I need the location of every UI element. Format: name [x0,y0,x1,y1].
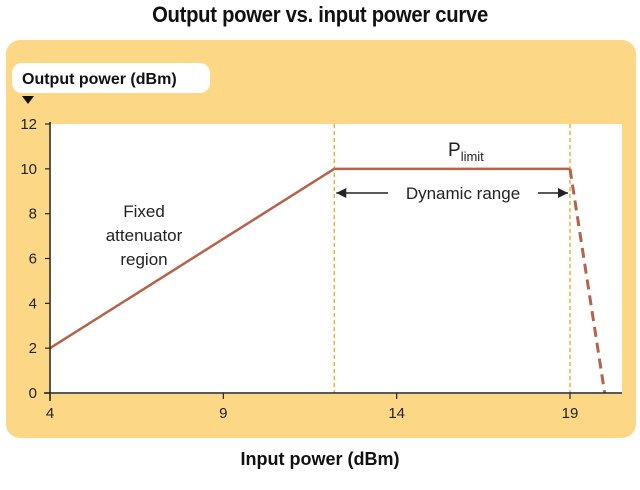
chart-title: Output power vs. input power curve [152,2,488,27]
y-tick-label: 12 [20,116,37,133]
x-tick-label: 14 [388,405,405,422]
ylabel-box [12,63,210,93]
y-axis-label: Output power (dBm) [22,71,177,88]
y-tick-label: 6 [29,251,37,268]
region-annotation-line-1: attenuator [106,226,183,245]
x-tick-label: 9 [219,405,227,422]
series-line-1 [568,168,607,394]
x-tick-label: 4 [46,405,54,422]
arrow-left-icon [336,188,347,198]
x-axis-label: Input power (dBm) [240,449,400,469]
y-tick-label: 4 [29,295,37,312]
series-line-0 [49,167,570,350]
arrow-right-icon [558,188,568,198]
plimit-subscript: limit [461,149,484,164]
y-tick-label: 8 [29,206,37,223]
y-axis-arrow-icon [22,96,34,104]
region-annotation-line-2: region [120,250,167,269]
y-tick-label: 0 [29,385,37,402]
plimit-annotation: Plimit [448,140,484,164]
dynamic-range-annotation: Dynamic range [406,184,520,203]
region-annotation-line-0: Fixed [123,202,165,221]
y-tick-label: 10 [20,161,37,178]
x-tick-label: 19 [562,405,579,422]
y-tick-label: 2 [29,340,37,357]
plimit-main: P [448,140,461,161]
